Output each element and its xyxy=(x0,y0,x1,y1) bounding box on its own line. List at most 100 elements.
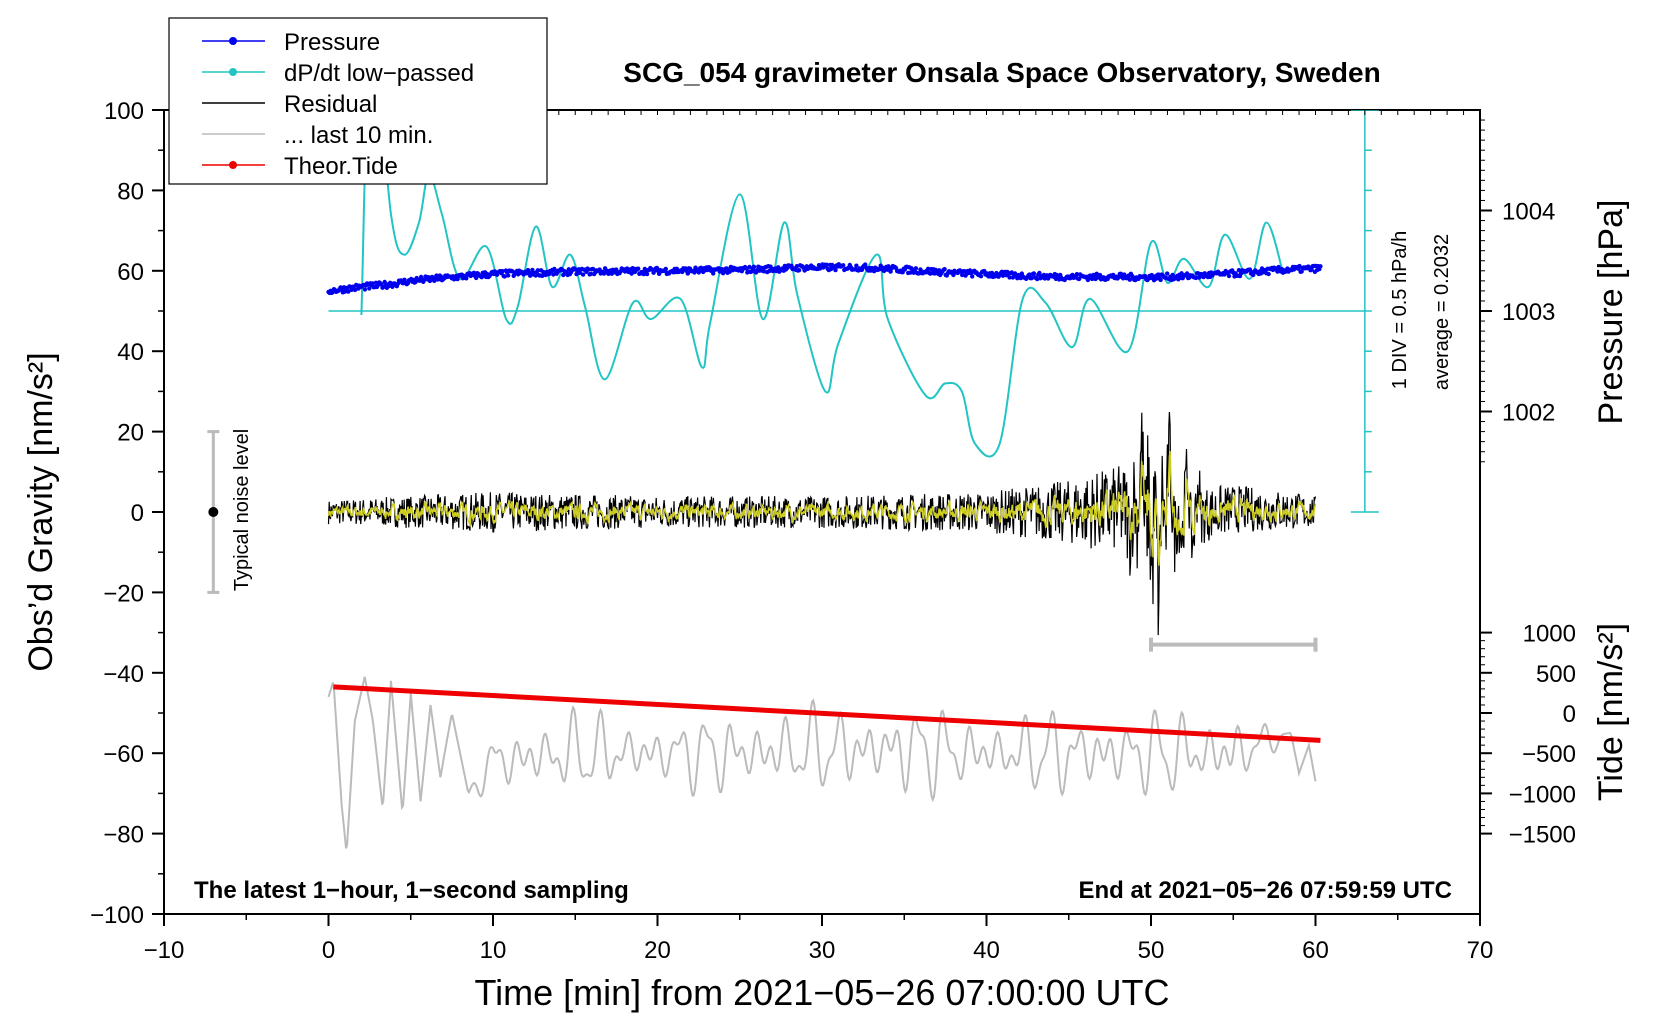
y-tick-label: −40 xyxy=(103,661,144,688)
pressure-point xyxy=(925,266,931,271)
series-layer xyxy=(207,110,1379,849)
pressure-point xyxy=(1299,269,1304,274)
pressure-point xyxy=(506,273,511,278)
pressure-point xyxy=(761,269,766,274)
pressure-point xyxy=(533,273,538,278)
pressure-point xyxy=(574,271,579,277)
pressure-point xyxy=(1090,276,1095,282)
pressure-point xyxy=(1251,272,1256,278)
tide-axis-ticks: −1500 −1000 −500 0 500 1000 xyxy=(1480,621,1576,849)
pressure-point xyxy=(1266,271,1271,277)
tide-tick-label: 1000 xyxy=(1523,621,1576,648)
pressure-point xyxy=(642,266,647,272)
series-pressure xyxy=(326,262,1323,296)
pressure-point xyxy=(1154,276,1159,281)
pressure-point xyxy=(744,266,749,271)
series-residual xyxy=(327,411,1317,636)
pressure-point xyxy=(370,281,375,286)
pressure-point xyxy=(1318,264,1323,269)
pressure-point xyxy=(588,271,593,276)
pressure-point xyxy=(970,274,975,279)
pressure-point xyxy=(500,269,505,274)
y-tick-label: 0 xyxy=(131,500,144,527)
pressure-point xyxy=(382,279,387,285)
pressure-point xyxy=(1097,272,1103,278)
pressure-point xyxy=(1165,271,1170,276)
x-tick-label: 20 xyxy=(644,937,671,964)
pressure-point xyxy=(471,270,477,275)
pressure-point xyxy=(636,266,641,271)
pressure-point xyxy=(1074,272,1080,277)
pressure-point xyxy=(942,267,947,272)
pressure-point xyxy=(1184,271,1190,276)
pressure-point xyxy=(1297,263,1302,269)
pressure-point xyxy=(663,266,668,272)
annotation-div-scale: 1 DIV = 0.5 hPa/h xyxy=(1389,231,1411,389)
pressure-point xyxy=(854,263,859,268)
tide-tick-label: 0 xyxy=(1563,701,1576,728)
annotation-noise-level: Typical noise level xyxy=(231,429,253,591)
series-theor-tide xyxy=(333,684,1321,743)
pressure-point xyxy=(833,267,838,273)
pressure-point xyxy=(629,271,634,276)
pressure-tick-label: 1004 xyxy=(1502,199,1555,226)
annotation-sampling: The latest 1−hour, 1−second sampling xyxy=(194,877,629,904)
series-residual-smoothed xyxy=(327,451,1317,566)
legend-label: ... last 10 min. xyxy=(284,122,433,149)
pressure-tick-label: 1003 xyxy=(1502,299,1555,326)
legend-label: Residual xyxy=(284,91,377,118)
pressure-point xyxy=(1027,272,1032,277)
y-tick-label: −100 xyxy=(90,902,144,929)
pressure-point xyxy=(863,262,868,267)
pressure-point xyxy=(1276,264,1281,270)
pressure-point xyxy=(580,272,586,277)
noise-bar-dot xyxy=(208,507,219,517)
pressure-point xyxy=(841,263,846,268)
pressure-point xyxy=(1000,273,1006,278)
pressure-point xyxy=(776,265,781,270)
legend-marker xyxy=(229,68,237,76)
pressure-point xyxy=(464,276,469,281)
y-tick-label: 80 xyxy=(117,178,144,205)
pressure-point xyxy=(1029,275,1034,281)
pressure-point xyxy=(551,272,556,277)
pressure-point xyxy=(644,271,650,277)
pressure-point xyxy=(586,267,591,272)
legend-label: Theor.Tide xyxy=(284,153,398,180)
pressure-point xyxy=(711,271,716,276)
x-tick-label: 70 xyxy=(1467,937,1494,964)
pressure-point xyxy=(1236,268,1242,273)
x-tick-label: 10 xyxy=(480,937,507,964)
y-tick-label: 100 xyxy=(104,98,144,125)
pressure-point xyxy=(1309,267,1314,272)
pressure-axis-label: Pressure [hPa] xyxy=(1592,200,1630,425)
pressure-point xyxy=(1085,277,1091,283)
pressure-point xyxy=(913,266,919,271)
legend-label: Pressure xyxy=(284,29,380,56)
y-tick-label: 60 xyxy=(117,259,144,286)
pressure-point xyxy=(978,274,984,279)
pressure-point xyxy=(352,287,358,293)
pressure-point xyxy=(1158,277,1163,283)
pressure-point xyxy=(434,273,439,278)
pressure-point xyxy=(727,269,732,274)
pressure-point xyxy=(367,286,372,291)
pressure-point xyxy=(540,273,545,278)
pressure-point xyxy=(685,271,690,276)
pressure-point xyxy=(502,274,507,279)
y-axis-label: Obs’d Gravity [nm/s²] xyxy=(22,352,60,671)
pressure-tick-label: 1002 xyxy=(1502,400,1555,427)
pressure-point xyxy=(1031,271,1037,276)
pressure-point xyxy=(1007,275,1012,280)
pressure-axis-ticks: 1002 1003 1004 xyxy=(1480,119,1555,463)
tide-tick-label: 500 xyxy=(1536,661,1576,688)
pressure-point xyxy=(1035,276,1040,282)
legend-marker xyxy=(229,37,237,45)
pressure-point xyxy=(590,266,596,272)
pressure-point xyxy=(1156,272,1161,277)
tide-tick-label: −1000 xyxy=(1509,781,1576,808)
y-tick-label: −80 xyxy=(103,822,144,849)
pressure-point xyxy=(1143,273,1148,279)
x-tick-label: 30 xyxy=(809,937,836,964)
